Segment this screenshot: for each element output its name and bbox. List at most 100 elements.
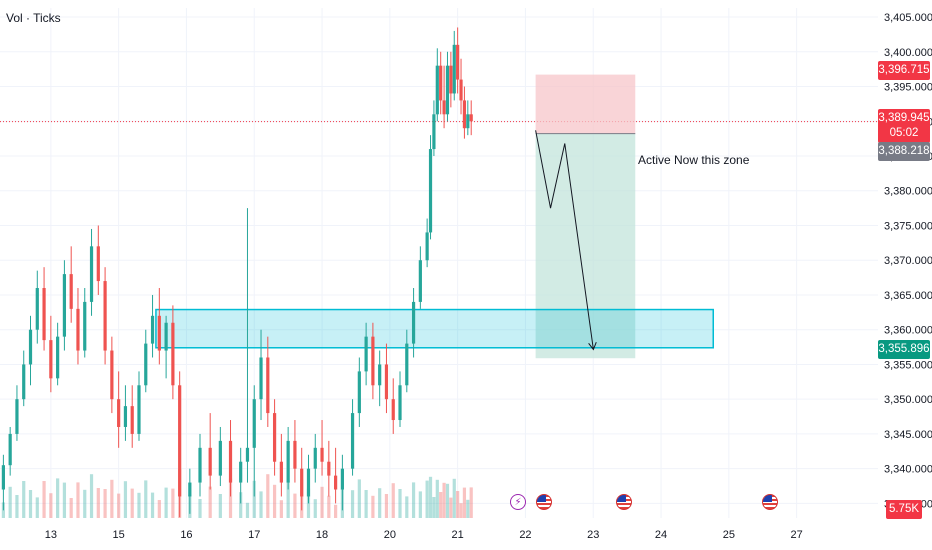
candle-body xyxy=(405,343,409,386)
candle-body xyxy=(239,461,243,483)
candle-body xyxy=(384,364,389,400)
candle-body xyxy=(428,149,433,233)
candle-body xyxy=(35,288,39,330)
candle-body xyxy=(1,465,5,490)
volume-bar xyxy=(103,489,107,518)
candle-body xyxy=(76,308,80,351)
projection-path[interactable] xyxy=(535,130,594,348)
candle-body xyxy=(300,468,304,497)
us-flag-icon[interactable] xyxy=(616,494,632,510)
volume-bar xyxy=(83,489,87,518)
volume-bar xyxy=(49,493,53,518)
candle-body xyxy=(313,447,317,469)
volume-bar xyxy=(28,490,33,518)
candle-body xyxy=(398,385,402,421)
x-tick-label: 13 xyxy=(45,529,57,541)
entry-price-tag: 3,388.218 xyxy=(878,142,930,161)
candle-body xyxy=(259,357,263,400)
x-tick-label: 24 xyxy=(655,529,667,541)
volume-bar xyxy=(456,491,460,518)
volume-bar xyxy=(130,488,134,518)
volume-bar xyxy=(357,479,361,518)
time-axis[interactable]: 13 15 16 17 18 20 21 22 23 24 25 27 xyxy=(45,529,803,541)
candle-body xyxy=(110,350,114,400)
legend-label: Vol · Ticks xyxy=(6,11,61,25)
candle-body xyxy=(103,281,107,351)
volume-bar xyxy=(334,504,338,518)
candle-body xyxy=(449,65,453,94)
candle-body xyxy=(96,246,100,282)
candle-body xyxy=(62,274,67,337)
y-tick-label: 3,365.000 xyxy=(884,290,932,302)
current-price-value: 3,389.945 xyxy=(878,112,930,124)
candle-body xyxy=(371,336,375,386)
candle-body xyxy=(178,385,182,497)
y-tick-label: 3,400.000 xyxy=(884,47,932,59)
volume-bar xyxy=(137,492,141,518)
candle-body xyxy=(137,385,141,434)
x-tick-label: 25 xyxy=(723,529,735,541)
volume-bar xyxy=(293,493,297,518)
candle-body xyxy=(391,399,395,421)
candle-body xyxy=(327,461,331,476)
y-tick-label: 3,360.000 xyxy=(884,325,932,337)
stop-price-tag: 3,396.715 xyxy=(878,61,930,80)
us-flag-icon[interactable] xyxy=(762,494,778,510)
candle-body xyxy=(286,440,290,483)
candle-body xyxy=(435,65,439,115)
candle-body xyxy=(364,336,368,372)
volume-bar xyxy=(432,497,436,518)
volume-bar xyxy=(313,499,317,518)
y-tick-label: 3,355.000 xyxy=(884,359,932,371)
x-tick-label: 27 xyxy=(791,529,803,541)
volume-bar xyxy=(171,488,175,518)
volume-bar xyxy=(364,490,368,518)
y-tick-label: 3,395.000 xyxy=(884,82,932,94)
volume-bar xyxy=(327,495,331,518)
volume-bar xyxy=(459,503,463,518)
volume-bar xyxy=(8,486,12,518)
price-axis[interactable]: 3,335.0003,340.0003,345.0003,350.0003,35… xyxy=(884,12,932,510)
candle-body xyxy=(69,274,73,309)
y-tick-label: 3,370.000 xyxy=(884,255,932,267)
volume-bar xyxy=(218,494,222,518)
volume-bar xyxy=(445,483,450,518)
us-flag-icon[interactable] xyxy=(536,494,552,510)
projection-line[interactable] xyxy=(535,130,594,348)
candle-body xyxy=(266,357,270,414)
candle-body xyxy=(432,114,436,150)
candle-body xyxy=(459,79,463,101)
candle-body xyxy=(130,406,134,434)
x-tick-label: 16 xyxy=(180,529,192,541)
volume-bar xyxy=(266,474,270,518)
lightning-icon[interactable]: ⚡ xyxy=(510,494,526,510)
stop-loss-box[interactable] xyxy=(535,74,636,134)
y-tick-label: 3,345.000 xyxy=(884,429,932,441)
support-zone[interactable] xyxy=(155,308,714,349)
candle-body xyxy=(469,114,473,122)
volume-bar xyxy=(22,481,26,518)
candle-body xyxy=(157,315,161,351)
take-profit-box[interactable] xyxy=(535,133,636,359)
volume-bar xyxy=(76,482,80,518)
volume-bar xyxy=(286,481,290,518)
volume-bar xyxy=(89,474,94,518)
volume-bar xyxy=(272,484,277,518)
volume-bar xyxy=(405,496,409,518)
y-tick-label: 3,375.000 xyxy=(884,220,932,232)
support-zone-rect[interactable] xyxy=(155,308,714,349)
volume-bar xyxy=(411,482,416,518)
volume-bar xyxy=(208,486,212,518)
volume-bar xyxy=(449,497,453,518)
volume-bar xyxy=(371,495,375,518)
short-position[interactable] xyxy=(535,74,636,359)
candle-body xyxy=(8,433,12,466)
candle-body xyxy=(228,440,233,483)
zone-annotation[interactable]: Active Now this zone xyxy=(638,153,750,167)
volume-bar xyxy=(15,495,19,518)
current-price-tag: 3,389.945 05:02 xyxy=(878,109,930,143)
candle-body xyxy=(171,322,175,386)
candle-body xyxy=(22,364,26,400)
